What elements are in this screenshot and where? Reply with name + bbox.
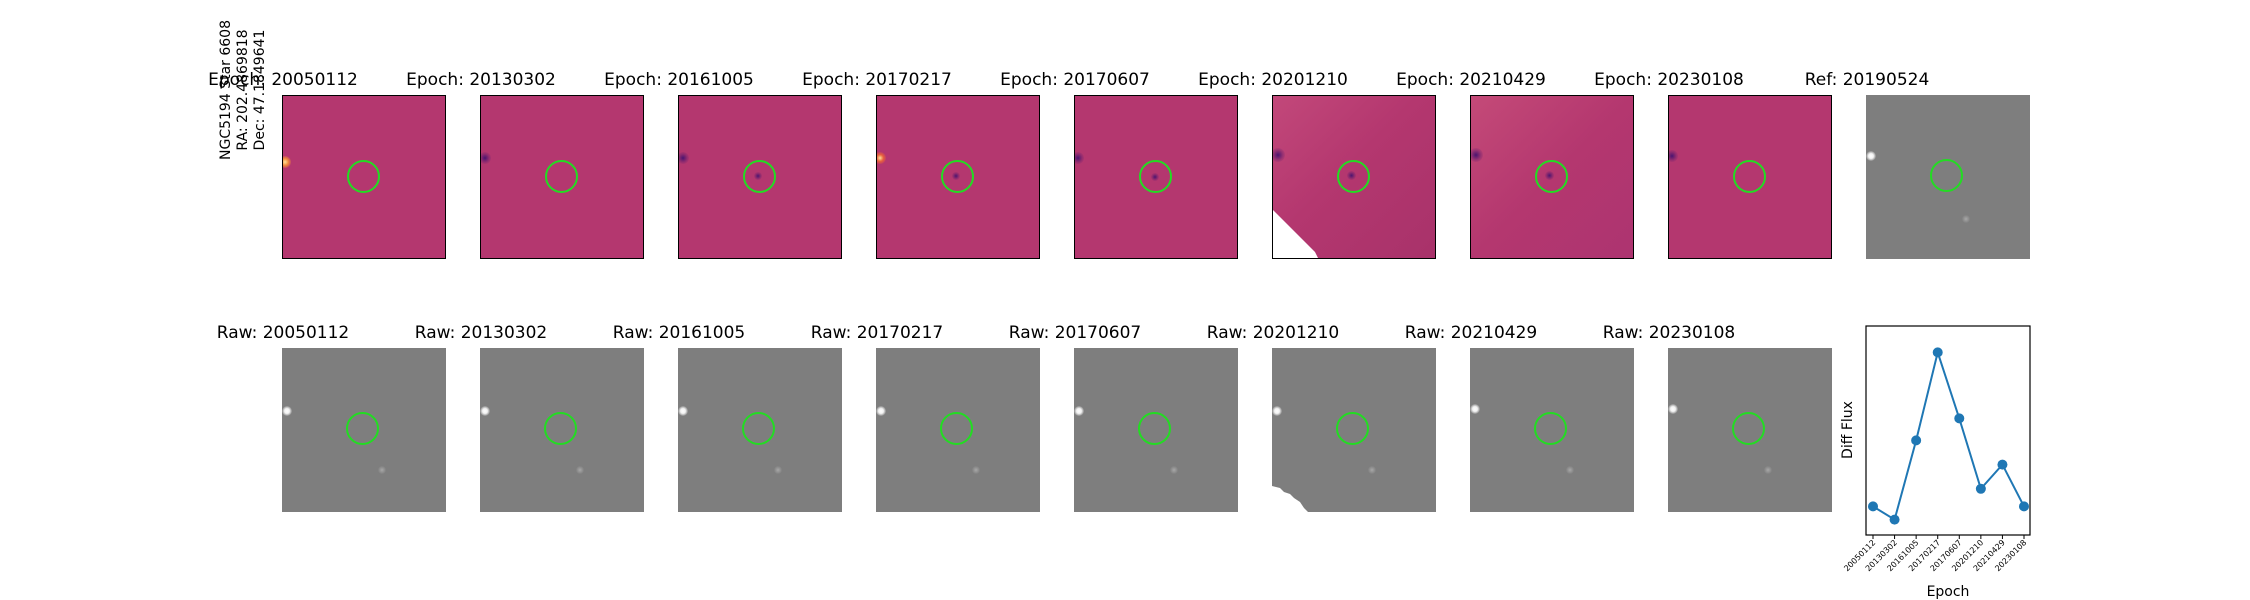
residual-spot [1471, 148, 1483, 162]
residual-spot [877, 152, 886, 164]
aperture-circle [1534, 412, 1567, 445]
y-axis-label: Diff Flux [1840, 401, 1856, 459]
aperture-circle [1138, 412, 1171, 445]
reference-image [1866, 95, 2030, 259]
diff-image-8 [1668, 95, 1832, 259]
raw-title-5: Raw: 20170607 [1008, 323, 1142, 343]
aperture-circle [1336, 412, 1369, 445]
raw-title-7: Raw: 20210429 [1404, 323, 1538, 343]
diff-image-5 [1074, 95, 1238, 259]
aperture-circle [1139, 160, 1172, 193]
diff-image-7 [1470, 95, 1634, 259]
residual-spot [1273, 148, 1285, 162]
diff-title-1: Epoch: 20050112 [208, 70, 358, 90]
bright-star [1470, 404, 1480, 414]
faint-source [1962, 215, 1970, 223]
aperture-circle [940, 412, 973, 445]
raw-image-4 [876, 348, 1040, 512]
raw-image-8 [1668, 348, 1832, 512]
x-axis-label: Epoch [1927, 584, 1970, 600]
raw-title-1: Raw: 20050112 [216, 323, 350, 343]
raw-image-3 [678, 348, 842, 512]
diff-title-6: Epoch: 20201210 [1198, 70, 1348, 90]
faint-source [1170, 466, 1178, 474]
raw-title-4: Raw: 20170217 [810, 323, 944, 343]
diff-title-5: Epoch: 20170607 [1000, 70, 1150, 90]
bright-star [678, 406, 688, 416]
bright-star [1866, 151, 1876, 161]
masked-region [1273, 210, 1318, 258]
aperture-circle [1337, 160, 1370, 193]
masked-region [1272, 486, 1308, 512]
bright-star [1272, 406, 1282, 416]
bright-star [1668, 404, 1678, 414]
residual-spot [283, 156, 291, 168]
data-point [1975, 483, 1986, 494]
aperture-circle [742, 412, 775, 445]
faint-source [972, 466, 980, 474]
residual-spot [1075, 152, 1084, 164]
raw-image-6 [1272, 348, 1436, 512]
aperture-circle [1732, 412, 1765, 445]
bright-star [1074, 406, 1084, 416]
raw-title-8: Raw: 20230108 [1602, 323, 1736, 343]
faint-source [1764, 466, 1772, 474]
bright-star [282, 406, 292, 416]
aperture-circle [1733, 160, 1766, 193]
diff-image-1 [282, 95, 446, 259]
diff-title-3: Epoch: 20161005 [604, 70, 754, 90]
aperture-circle [941, 160, 974, 193]
raw-image-1 [282, 348, 446, 512]
aperture-circle [545, 160, 578, 193]
data-point [1911, 435, 1922, 446]
faint-source [378, 466, 386, 474]
bright-star [876, 406, 886, 416]
faint-source [1368, 466, 1376, 474]
aperture-circle [347, 160, 380, 193]
faint-source [576, 466, 584, 474]
raw-image-7 [1470, 348, 1634, 512]
data-point [1868, 501, 1878, 512]
faint-source [1566, 466, 1574, 474]
aperture-circle [743, 160, 776, 193]
raw-title-2: Raw: 20130302 [414, 323, 548, 343]
aperture-circle [1930, 159, 1963, 192]
raw-image-2 [480, 348, 644, 512]
diff-title-8: Epoch: 20230108 [1594, 70, 1744, 90]
residual-spot [679, 152, 689, 164]
diff-image-2 [480, 95, 644, 259]
diff-title-7: Epoch: 20210429 [1396, 70, 1546, 90]
aperture-circle [1535, 160, 1568, 193]
chart-frame [1865, 325, 2031, 536]
aperture-circle [346, 412, 379, 445]
data-point [2019, 501, 2029, 512]
diff-title-2: Epoch: 20130302 [406, 70, 556, 90]
faint-source [774, 466, 782, 474]
diff-image-6 [1272, 95, 1436, 259]
series-line [1872, 348, 2025, 522]
residual-spot [481, 152, 491, 164]
raw-title-3: Raw: 20161005 [612, 323, 746, 343]
raw-title-6: Raw: 20201210 [1206, 323, 1340, 343]
data-point [1889, 514, 1900, 525]
ref-title: Ref: 20190524 [1804, 70, 1930, 90]
raw-image-5 [1074, 348, 1238, 512]
aperture-circle [544, 412, 577, 445]
residual-spot [1669, 150, 1678, 162]
diff-image-4 [876, 95, 1040, 259]
diff-title-4: Epoch: 20170217 [802, 70, 952, 90]
diff-image-3 [678, 95, 842, 259]
data-point [1997, 459, 2008, 470]
data-point [1954, 413, 1965, 424]
bright-star [480, 406, 490, 416]
data-point [1932, 347, 1943, 358]
